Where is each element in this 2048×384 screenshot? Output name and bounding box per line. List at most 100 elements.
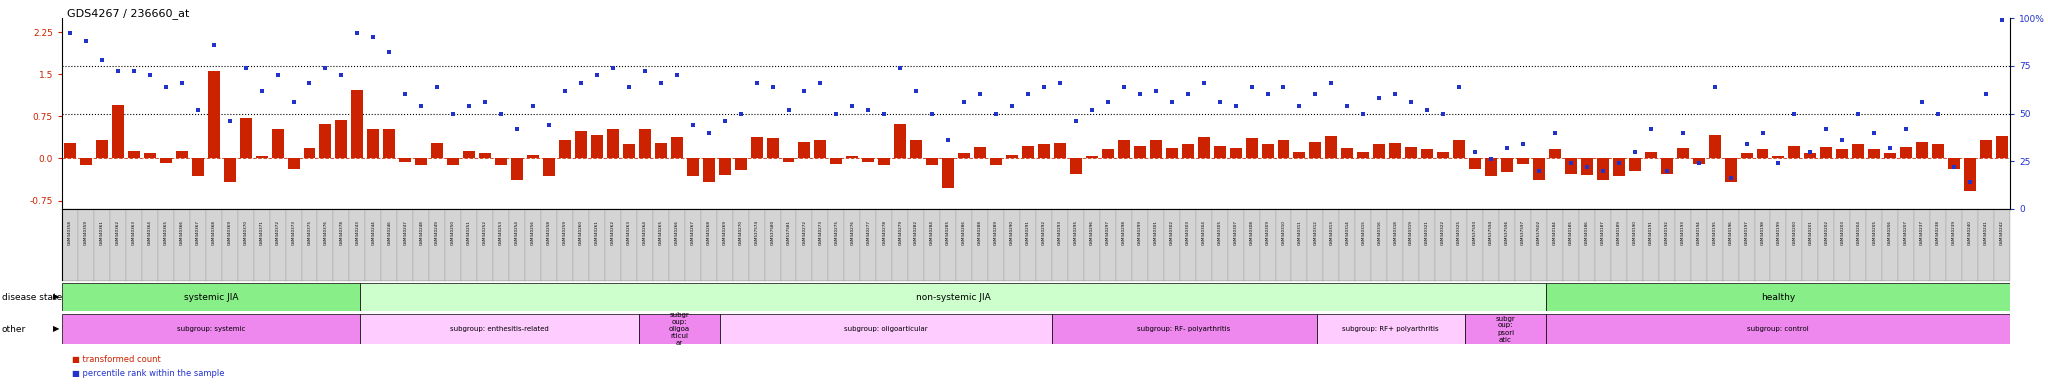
Text: GSM340284: GSM340284	[930, 220, 934, 245]
Bar	[190, 209, 205, 281]
Text: GSM340243: GSM340243	[356, 220, 358, 245]
Point	[1378, 91, 1411, 98]
Bar	[590, 209, 604, 281]
Bar	[637, 209, 653, 281]
Bar	[1534, 159, 1544, 180]
Bar	[1757, 149, 1769, 159]
Bar	[926, 159, 938, 165]
Point	[1970, 91, 2003, 98]
Bar	[1483, 209, 1499, 281]
Text: GSM340375: GSM340375	[307, 220, 311, 245]
Point	[532, 122, 565, 128]
Point	[1698, 84, 1731, 90]
Point	[86, 57, 119, 63]
Text: GSM340270: GSM340270	[739, 220, 743, 245]
Bar	[1356, 209, 1372, 281]
Point	[1651, 168, 1683, 174]
Text: systemic JIA: systemic JIA	[184, 293, 238, 301]
Bar	[1464, 314, 1546, 344]
Bar	[573, 209, 590, 281]
Text: GSM340242: GSM340242	[2001, 220, 2005, 245]
Point	[1362, 95, 1395, 101]
Text: GSM340191: GSM340191	[1649, 220, 1653, 245]
Bar	[1389, 143, 1401, 159]
Point	[979, 111, 1012, 117]
Bar	[750, 137, 762, 159]
Bar	[1546, 209, 1563, 281]
Point	[516, 103, 549, 109]
Bar	[1614, 159, 1624, 176]
Bar	[1802, 209, 1819, 281]
Text: GSM340244: GSM340244	[371, 220, 375, 245]
Text: GSM340362: GSM340362	[117, 220, 121, 245]
Point	[246, 88, 279, 94]
Text: GSM340298: GSM340298	[1122, 220, 1126, 245]
Bar	[61, 283, 360, 311]
Bar	[1436, 209, 1452, 281]
Bar	[61, 314, 360, 344]
Bar	[1038, 144, 1051, 159]
Text: healthy: healthy	[1761, 293, 1796, 301]
Text: GSM340290: GSM340290	[1010, 220, 1014, 245]
Text: GSM340273: GSM340273	[819, 220, 823, 245]
Text: GSM340256: GSM340256	[530, 220, 535, 245]
Bar	[1116, 209, 1133, 281]
Point	[612, 84, 645, 90]
Bar	[1722, 209, 1739, 281]
Bar	[987, 209, 1004, 281]
Bar	[907, 209, 924, 281]
Text: GSM340262: GSM340262	[610, 220, 614, 245]
Point	[453, 103, 485, 109]
Point	[1219, 103, 1251, 109]
Point	[915, 111, 948, 117]
Bar	[61, 209, 78, 281]
Point	[1761, 160, 1794, 166]
Point	[182, 107, 215, 113]
Text: GSM340378: GSM340378	[340, 220, 344, 245]
Text: subgroup: RF- polyarthritis: subgroup: RF- polyarthritis	[1137, 326, 1231, 332]
Bar	[543, 159, 555, 176]
Point	[1108, 84, 1141, 90]
Bar	[1083, 209, 1100, 281]
Text: GSM340277: GSM340277	[866, 220, 870, 245]
Text: GSM340292: GSM340292	[1042, 220, 1047, 245]
Bar	[1628, 159, 1640, 171]
Bar	[1292, 209, 1307, 281]
Bar	[604, 209, 621, 281]
Bar	[1997, 136, 2007, 159]
Bar	[575, 131, 588, 159]
Bar	[176, 151, 188, 159]
Point	[1491, 145, 1524, 151]
Point	[819, 111, 852, 117]
Bar	[334, 209, 350, 281]
Bar	[1421, 149, 1434, 159]
Text: GSM340193: GSM340193	[1681, 220, 1686, 245]
Point	[1075, 107, 1108, 113]
Text: subgroup: RF+ polyarthritis: subgroup: RF+ polyarthritis	[1341, 326, 1440, 332]
Bar	[895, 124, 907, 159]
Text: GSM340359: GSM340359	[84, 220, 88, 245]
Bar	[461, 209, 477, 281]
Bar	[1004, 209, 1020, 281]
Bar	[973, 209, 987, 281]
Point	[899, 88, 932, 94]
Point	[836, 103, 868, 109]
Bar	[1612, 209, 1626, 281]
Bar	[655, 143, 668, 159]
Text: GSM537580: GSM537580	[770, 220, 774, 245]
Text: GSM340372: GSM340372	[276, 220, 281, 245]
Point	[389, 91, 422, 98]
Point	[102, 68, 135, 74]
Point	[1204, 99, 1237, 105]
Bar	[606, 129, 618, 159]
Point	[1395, 99, 1427, 105]
Bar	[287, 159, 299, 169]
Point	[1507, 141, 1540, 147]
Bar	[862, 159, 874, 162]
Point	[1458, 149, 1491, 155]
Text: GSM340275: GSM340275	[834, 220, 838, 245]
Text: GSM340307: GSM340307	[1233, 220, 1237, 245]
Bar	[512, 159, 522, 180]
Bar	[367, 129, 379, 159]
Bar	[956, 209, 973, 281]
